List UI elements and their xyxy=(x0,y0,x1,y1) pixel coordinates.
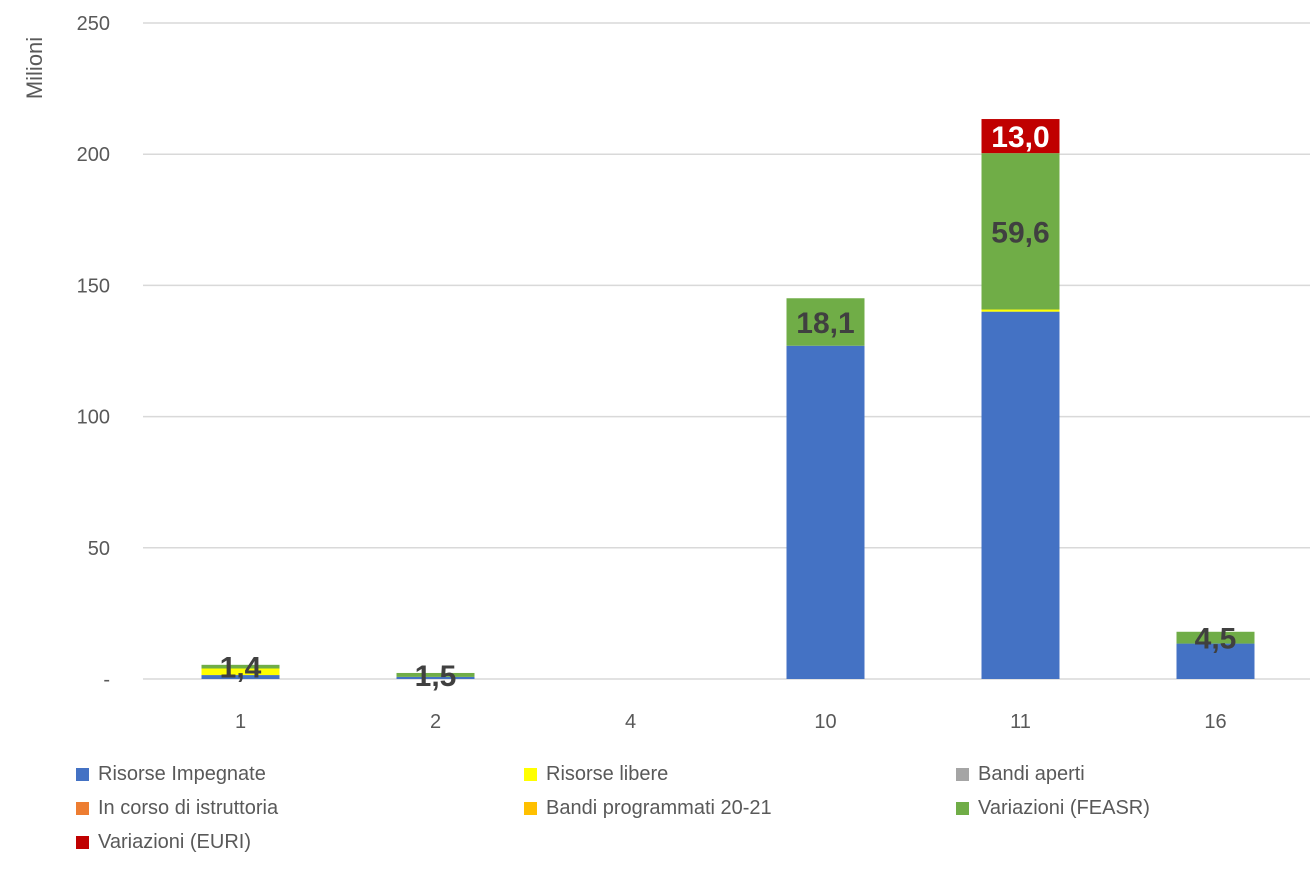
y-tick-label: 150 xyxy=(77,275,110,297)
bar-segment xyxy=(981,311,1060,679)
y-tick-label: 200 xyxy=(77,144,110,166)
x-tick-label: 1 xyxy=(235,711,246,733)
data-label: 1,5 xyxy=(415,660,457,693)
bar-segment xyxy=(786,345,865,679)
legend-swatch xyxy=(956,802,969,815)
bar-segment xyxy=(1176,631,1255,644)
legend-label: Risorse libere xyxy=(546,763,669,785)
x-tick-label: 10 xyxy=(814,711,836,733)
legend-swatch xyxy=(76,802,89,815)
legend-label: Bandi programmati 20-21 xyxy=(546,797,772,819)
gridlines xyxy=(143,22,1310,680)
legend-label: In corso di istruttoria xyxy=(98,797,279,819)
bar-segment xyxy=(396,672,475,677)
legend-item: Risorse libere xyxy=(524,763,668,786)
legend-swatch xyxy=(76,768,89,781)
x-tick-label: 11 xyxy=(1010,711,1031,733)
data-label: 1,4 xyxy=(220,652,262,685)
legend-swatch xyxy=(76,836,89,849)
legend-swatch xyxy=(524,768,537,781)
data-label: 59,6 xyxy=(991,216,1049,249)
x-tick-label: 16 xyxy=(1204,711,1226,733)
data-label: 18,1 xyxy=(796,307,854,340)
bar-segment xyxy=(396,676,475,679)
bar-segment xyxy=(201,675,280,679)
data-label: 13,0 xyxy=(991,121,1049,154)
data-labels: 1,4 1,5 18,1 59,6 13,0 4,5 xyxy=(220,121,1237,693)
legend-label: Variazioni (FEASR) xyxy=(978,797,1150,819)
legend-item: Bandi programmati 20-21 xyxy=(524,797,772,820)
bars xyxy=(201,119,1255,679)
bar-segment xyxy=(981,119,1060,154)
y-axis-label: Milioni xyxy=(22,37,47,99)
bar-segment xyxy=(786,298,865,346)
legend-swatch xyxy=(956,768,969,781)
legend-item: In corso di istruttoria xyxy=(76,797,278,820)
legend-item: Variazioni (EURI) xyxy=(76,831,251,854)
legend-swatch xyxy=(524,802,537,815)
x-tick-label: 4 xyxy=(625,711,636,733)
x-axis-ticks: 1 2 4 10 11 16 xyxy=(235,711,1227,733)
legend-item: Bandi aperti xyxy=(956,763,1085,786)
legend-label: Risorse Impegnate xyxy=(98,763,266,785)
y-axis-ticks: - 50 100 150 200 250 xyxy=(77,13,110,691)
bar-segment xyxy=(1176,643,1255,679)
legend-item: Variazioni (FEASR) xyxy=(956,797,1150,820)
bar-segment xyxy=(201,664,280,669)
y-tick-label: - xyxy=(103,669,110,691)
bar-segment xyxy=(981,153,1060,310)
data-label: 4,5 xyxy=(1195,623,1237,656)
y-tick-label: 50 xyxy=(88,538,110,560)
legend-label: Variazioni (EURI) xyxy=(98,831,251,853)
legend-item: Risorse Impegnate xyxy=(76,763,266,786)
x-tick-label: 2 xyxy=(430,711,441,733)
y-tick-label: 250 xyxy=(77,13,110,35)
y-tick-label: 100 xyxy=(77,407,110,429)
bar-segment xyxy=(201,668,280,676)
legend-label: Bandi aperti xyxy=(978,763,1085,785)
bar-segment xyxy=(981,309,1060,312)
